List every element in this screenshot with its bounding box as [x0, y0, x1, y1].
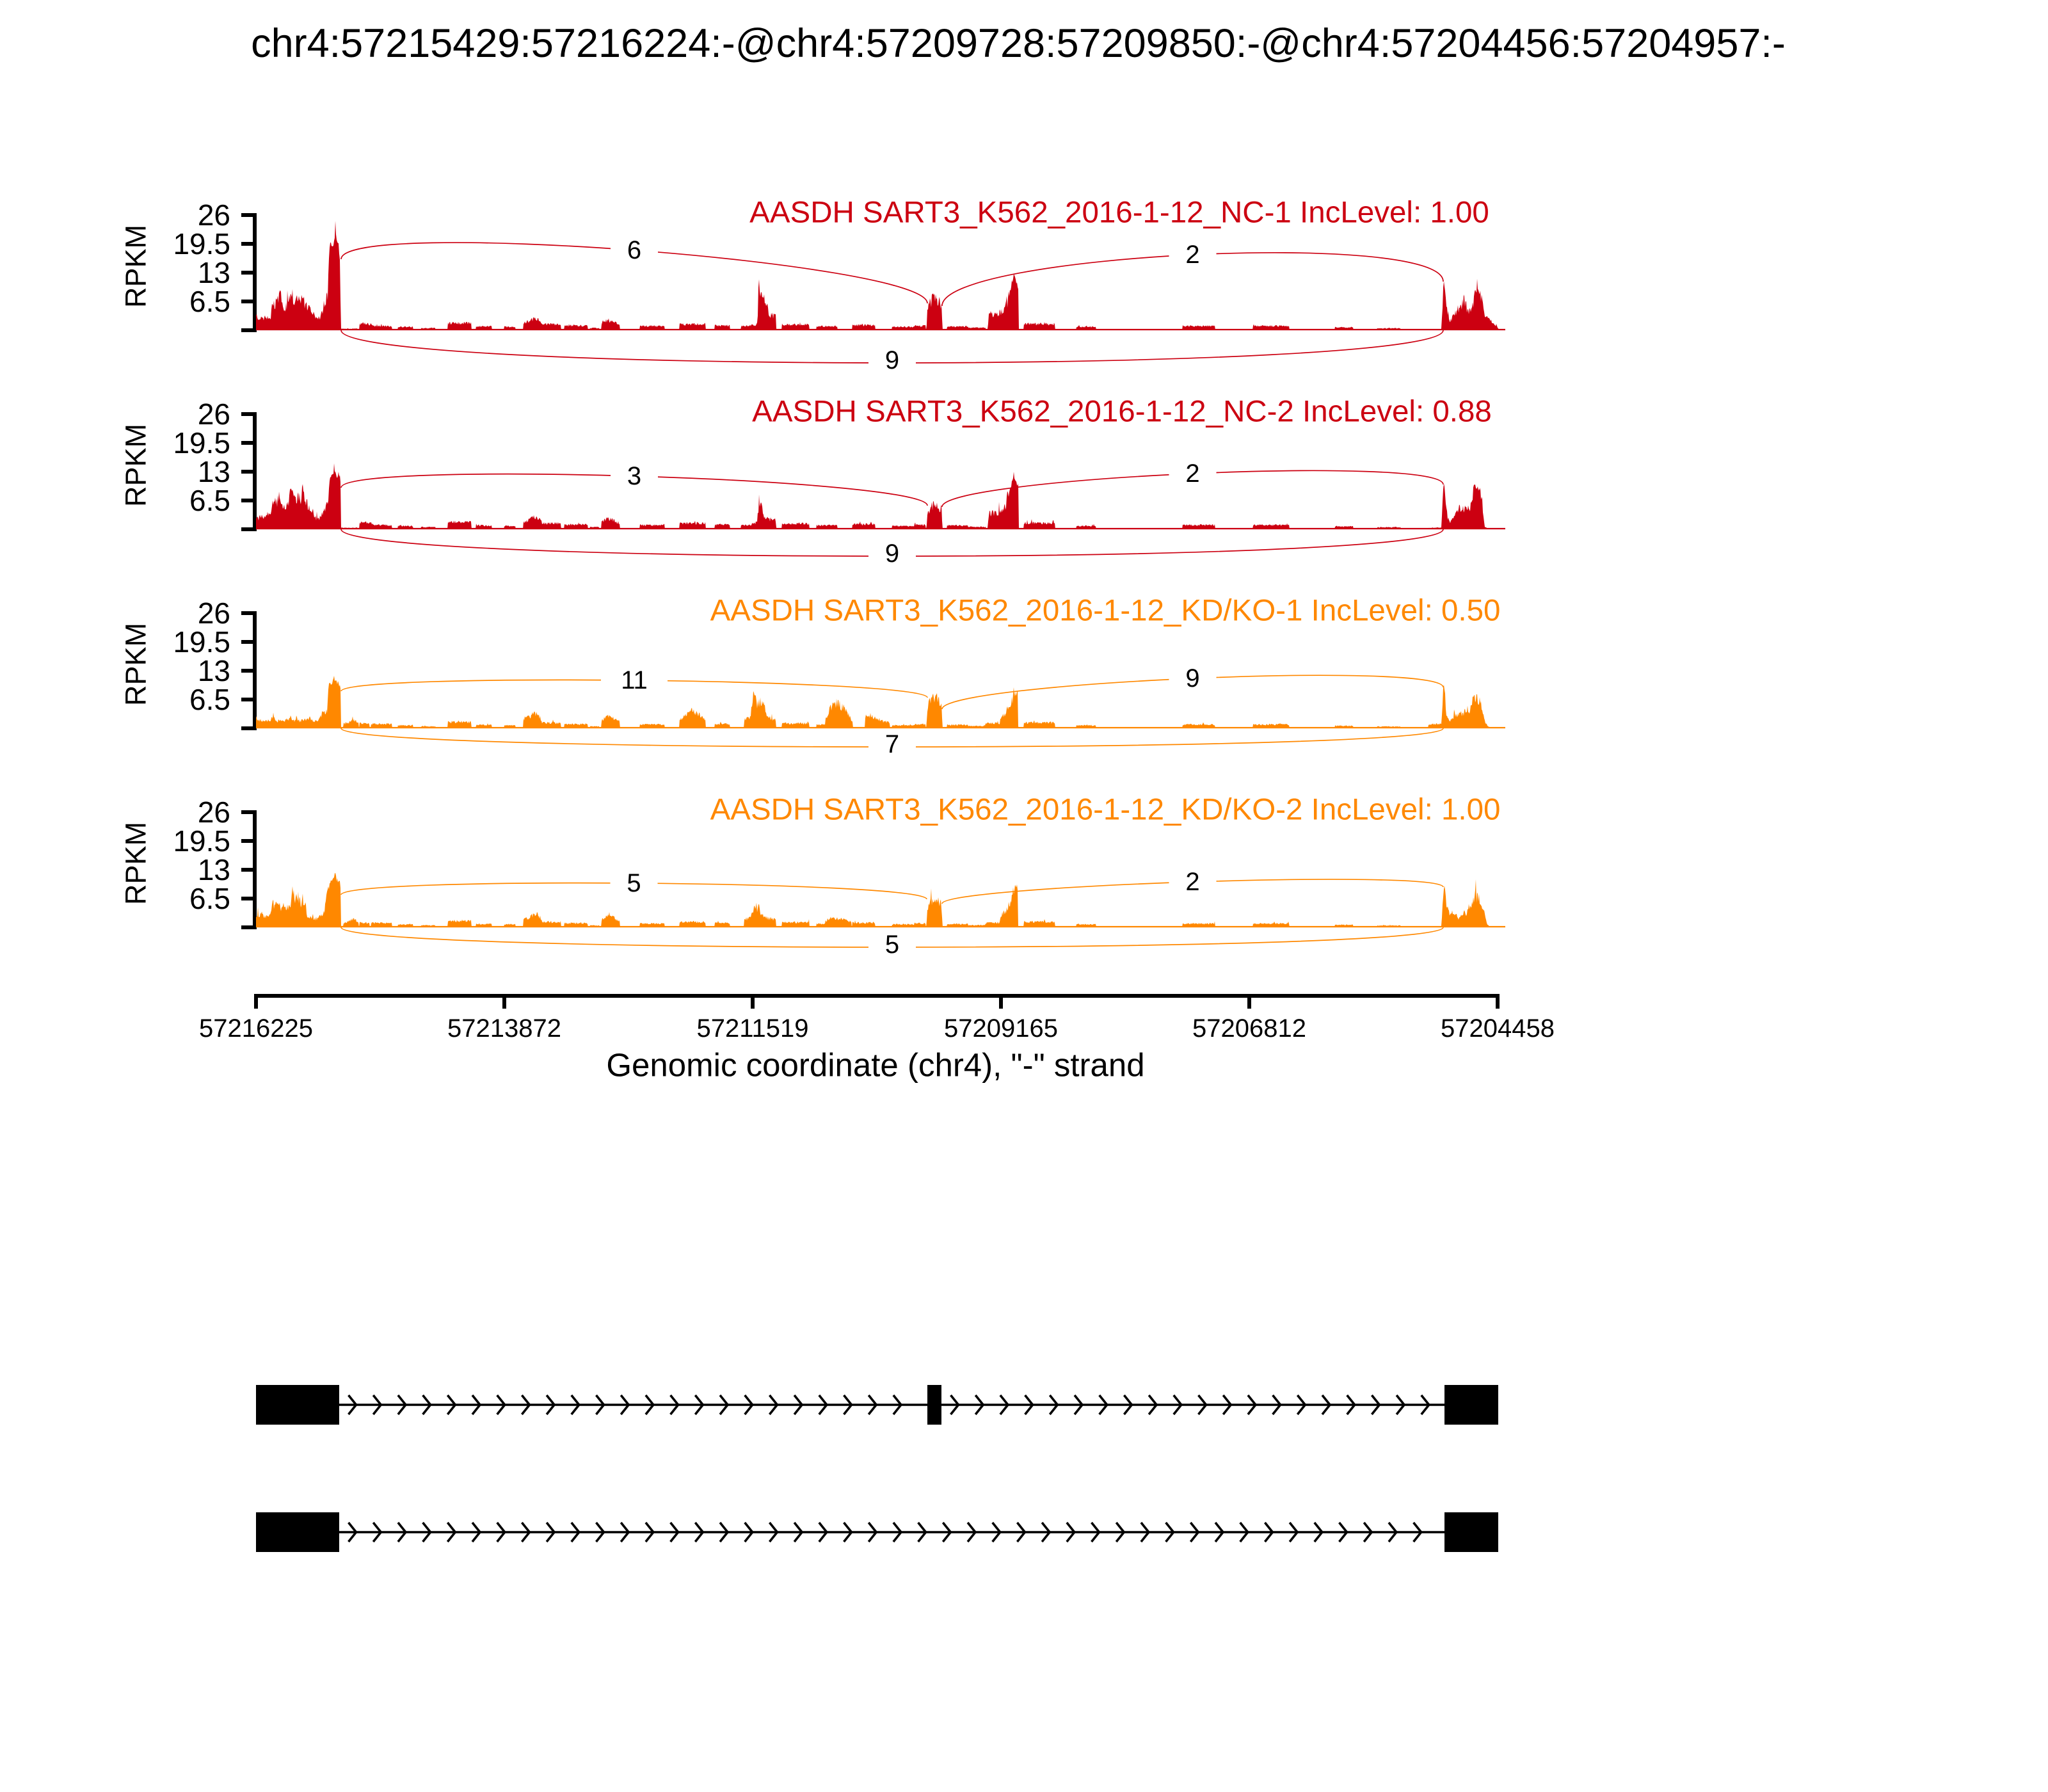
svg-text:57211519: 57211519	[697, 1014, 809, 1043]
svg-text:RPKM: RPKM	[120, 424, 152, 507]
svg-text:RPKM: RPKM	[120, 623, 152, 706]
svg-text:19.5: 19.5	[173, 227, 230, 260]
svg-text:9: 9	[885, 540, 899, 568]
svg-text:5: 5	[627, 869, 641, 897]
svg-text:2: 2	[1185, 868, 1199, 896]
svg-text:13: 13	[198, 853, 230, 886]
svg-text:3: 3	[627, 462, 641, 490]
svg-text:19.5: 19.5	[173, 426, 230, 460]
svg-text:6: 6	[627, 236, 641, 264]
svg-text:26: 26	[198, 198, 230, 232]
svg-text:RPKM: RPKM	[120, 225, 152, 308]
svg-text:AASDH SART3_K562_2016-1-12_KD/: AASDH SART3_K562_2016-1-12_KD/KO-2 IncLe…	[710, 793, 1501, 827]
svg-text:57209165: 57209165	[944, 1014, 1058, 1043]
svg-text:19.5: 19.5	[173, 824, 230, 858]
svg-text:9: 9	[1185, 664, 1199, 692]
svg-text:11: 11	[621, 666, 648, 694]
svg-text:AASDH SART3_K562_2016-1-12_KD/: AASDH SART3_K562_2016-1-12_KD/KO-1 IncLe…	[710, 594, 1501, 628]
svg-text:2: 2	[1185, 460, 1199, 488]
svg-text:9: 9	[885, 346, 899, 374]
svg-text:19.5: 19.5	[173, 625, 230, 659]
svg-text:13: 13	[198, 256, 230, 289]
svg-text:6.5: 6.5	[189, 484, 230, 517]
svg-text:13: 13	[198, 455, 230, 488]
svg-text:6.5: 6.5	[189, 285, 230, 318]
svg-text:57204458: 57204458	[1441, 1014, 1555, 1043]
svg-text:57206812: 57206812	[1192, 1014, 1306, 1043]
svg-text:6.5: 6.5	[189, 882, 230, 915]
svg-text:6.5: 6.5	[189, 683, 230, 716]
svg-text:57213872: 57213872	[447, 1014, 561, 1043]
svg-text:26: 26	[198, 397, 230, 431]
svg-text:RPKM: RPKM	[120, 822, 152, 905]
svg-text:13: 13	[198, 654, 230, 687]
svg-text:Genomic coordinate (chr4), "-": Genomic coordinate (chr4), "-" strand	[606, 1047, 1144, 1084]
svg-text:AASDH SART3_K562_2016-1-12_NC-: AASDH SART3_K562_2016-1-12_NC-2 IncLevel…	[752, 395, 1492, 429]
svg-text:2: 2	[1185, 241, 1199, 269]
svg-text:AASDH SART3_K562_2016-1-12_NC-: AASDH SART3_K562_2016-1-12_NC-1 IncLevel…	[749, 196, 1489, 230]
svg-text:26: 26	[198, 596, 230, 630]
svg-text:26: 26	[198, 796, 230, 829]
svg-text:chr4:57215429:57216224:-@chr4:: chr4:57215429:57216224:-@chr4:57209728:5…	[251, 21, 1786, 66]
svg-text:7: 7	[885, 730, 899, 758]
svg-text:5: 5	[885, 931, 899, 959]
svg-text:57216225: 57216225	[199, 1014, 313, 1043]
